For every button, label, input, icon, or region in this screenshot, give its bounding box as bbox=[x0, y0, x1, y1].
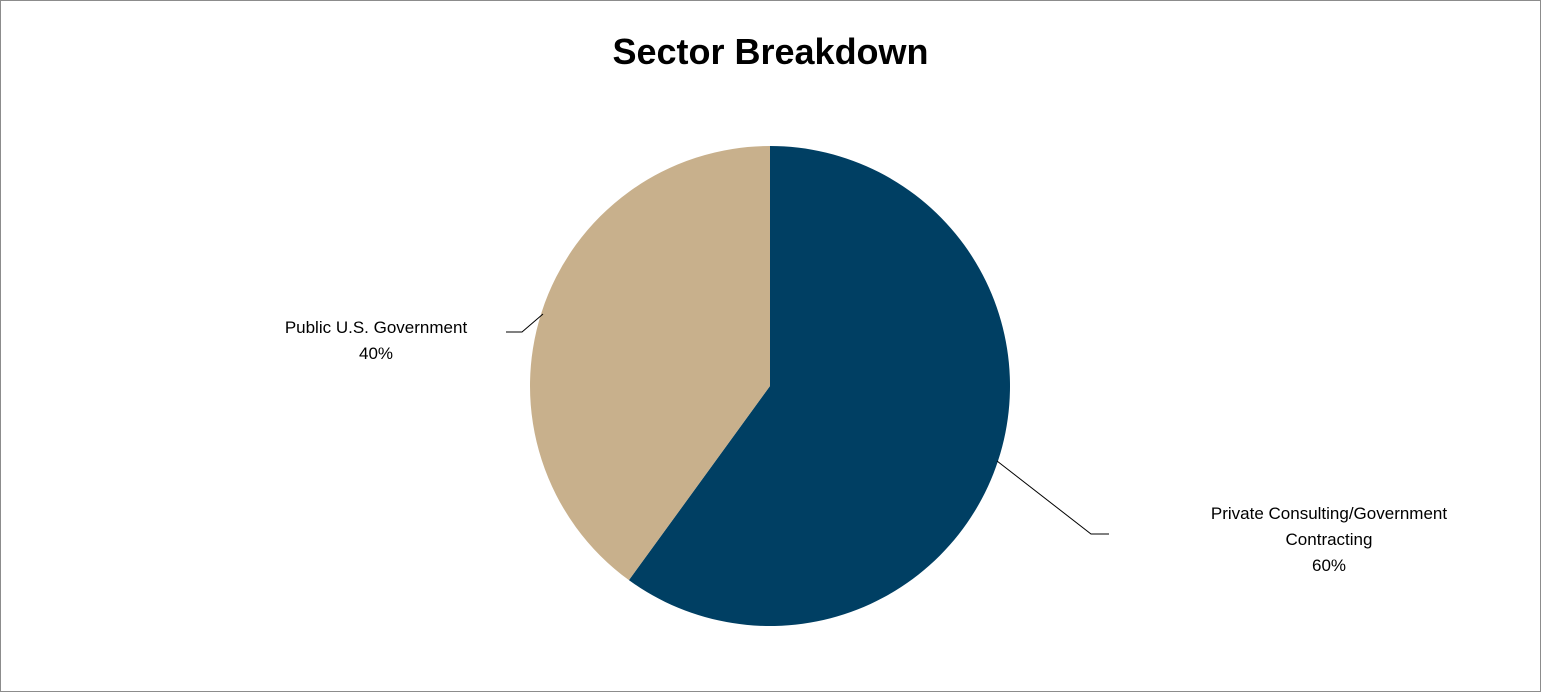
leader-line-private-consulting bbox=[996, 460, 1109, 535]
data-label-category: Contracting bbox=[1285, 530, 1373, 549]
data-label-percent: 60% bbox=[1311, 556, 1347, 575]
pie-slice-private-consulting-government-contracting bbox=[628, 146, 1011, 626]
leader-line-public-us-government bbox=[506, 313, 544, 333]
pie-slice-public-u-s-government bbox=[530, 146, 770, 581]
chart-title: Sector Breakdown bbox=[612, 31, 929, 72]
data-label-public-us-government: Public U.S. Government 40% bbox=[249, 315, 503, 367]
data-label-percent: 40% bbox=[358, 344, 394, 363]
data-label-category: Private Consulting/Government bbox=[1210, 504, 1448, 523]
data-label-private-consulting: Private Consulting/Government Contractin… bbox=[1144, 501, 1514, 579]
data-label-category: Public U.S. Government bbox=[284, 318, 468, 337]
